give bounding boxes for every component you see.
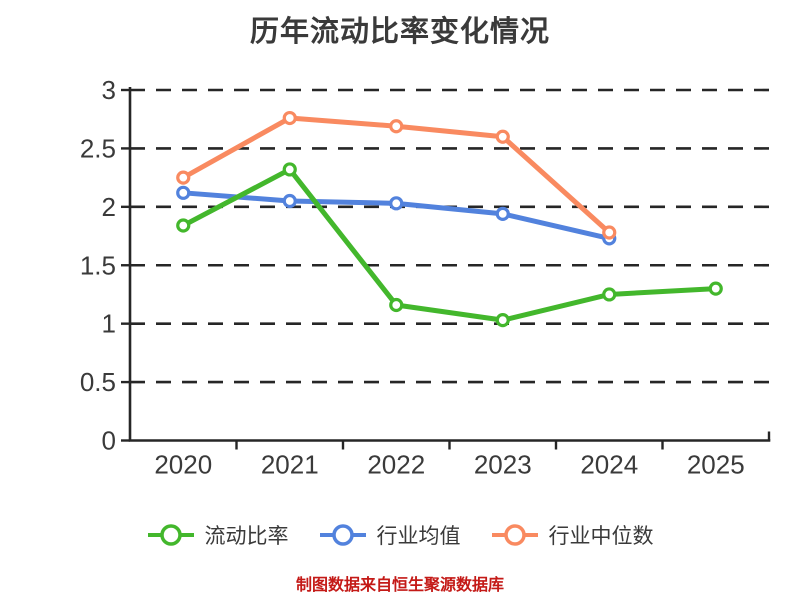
data-point-marker-行业均值	[389, 196, 404, 211]
y-tick-label: 0	[102, 426, 116, 456]
legend-label: 行业中位数	[548, 525, 654, 548]
legend-item-行业中位数[interactable]: 行业中位数	[491, 520, 654, 550]
data-point-marker-流动比率	[389, 297, 404, 313]
data-point-marker-行业中位数	[495, 129, 510, 144]
series-line-行业中位数	[180, 115, 612, 236]
legend-label: 流动比率	[204, 525, 289, 548]
data-point-marker-行业中位数	[282, 110, 297, 126]
data-point-marker-流动比率	[495, 313, 510, 328]
x-tick-label: 2023	[474, 450, 532, 480]
data-point-marker-流动比率	[176, 218, 191, 233]
legend-item-行业均值[interactable]: 行业均值	[319, 520, 461, 550]
legend: 流动比率 行业均值 行业中位数	[0, 518, 800, 552]
data-point-marker-流动比率	[602, 287, 617, 302]
legend-line-marker-icon	[319, 524, 366, 546]
chart-title: 历年流动比率变化情况	[249, 16, 550, 48]
x-tick-label: 2025	[687, 450, 745, 480]
y-tick-label: 3	[102, 75, 116, 105]
y-tick-label: 1	[102, 309, 116, 339]
legend-line-marker-icon	[491, 524, 538, 546]
x-tick-label: 2021	[261, 450, 319, 480]
y-tick-label: 1.5	[80, 250, 116, 280]
data-point-marker-行业均值	[282, 193, 297, 209]
data-point-marker-行业中位数	[389, 119, 404, 134]
x-tick-label: 2022	[367, 450, 425, 480]
y-tick-label: 2	[102, 192, 116, 222]
data-point-marker-行业均值	[495, 206, 510, 221]
series-line-流动比率	[180, 166, 719, 323]
data-source-note: 制图数据来自恒生聚源数据库	[295, 577, 504, 594]
legend-line-marker-icon	[147, 524, 194, 546]
data-point-marker-行业中位数	[176, 170, 191, 185]
legend-label: 行业均值	[376, 525, 461, 548]
data-point-marker-行业中位数	[602, 225, 617, 240]
y-tick-label: 0.5	[80, 367, 116, 397]
data-point-marker-流动比率	[282, 162, 297, 177]
y-tick-label: 2.5	[80, 133, 116, 163]
x-tick-label: 2024	[580, 450, 638, 480]
data-point-marker-行业均值	[176, 185, 191, 200]
x-tick-label: 2020	[154, 450, 212, 480]
data-point-marker-流动比率	[708, 281, 723, 296]
legend-item-流动比率[interactable]: 流动比率	[147, 520, 289, 550]
